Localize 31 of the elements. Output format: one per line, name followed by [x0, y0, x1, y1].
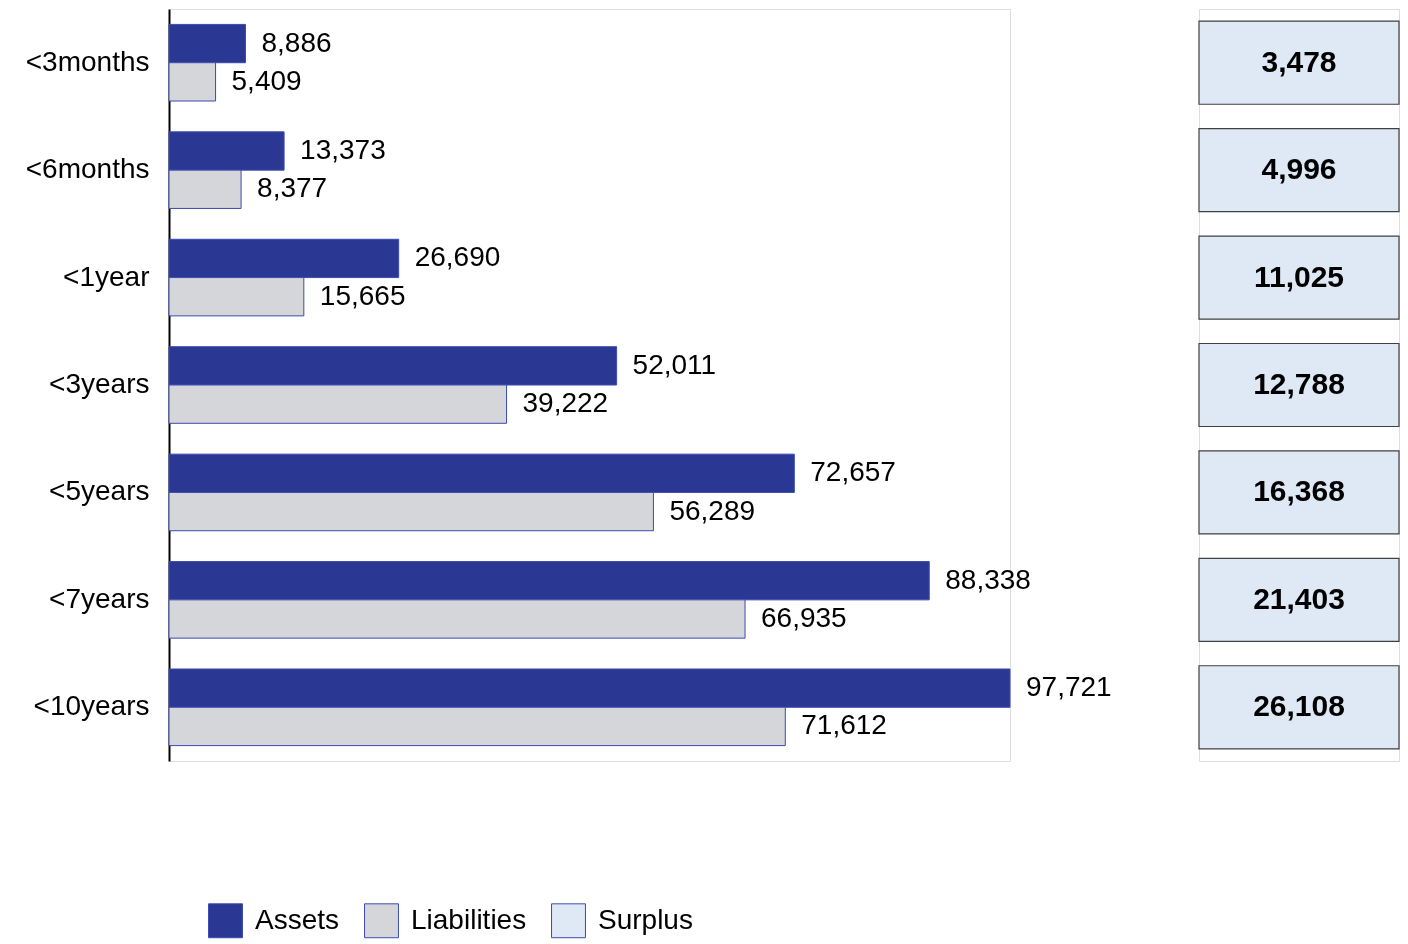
data-label: 8,886 [261, 26, 332, 58]
data-label: 4,996 [1261, 152, 1337, 186]
data-label: 26,108 [1253, 689, 1345, 723]
data-label: 12,788 [1253, 367, 1345, 400]
y-tick-label: <3years [49, 368, 150, 399]
data-label: 56,289 [669, 494, 756, 526]
legend-label: Assets [255, 903, 340, 935]
data-label: 52,011 [632, 348, 717, 380]
y-tick-label: <1year [63, 260, 150, 292]
y-tick-label: <5years [49, 475, 150, 507]
data-label: 5,409 [231, 64, 302, 96]
data-label: 71,612 [801, 709, 887, 741]
y-tick-label: <3months [25, 45, 150, 77]
data-label: 15,665 [319, 279, 406, 311]
data-label: 39,222 [522, 387, 609, 419]
data-label: 3,478 [1261, 44, 1337, 78]
y-tick-label: <6months [25, 153, 150, 185]
data-label: 26,690 [414, 241, 501, 273]
y-tick-label: <10years [33, 690, 150, 722]
data-label: 88,338 [945, 563, 1031, 595]
y-tick-label: <7years [49, 582, 150, 614]
legend-label: Liabilities [411, 903, 527, 935]
data-label: 13,373 [300, 133, 386, 165]
legend-label: Surplus [598, 903, 693, 935]
data-label: 66,935 [761, 602, 847, 634]
data-label: 97,721 [1026, 671, 1112, 703]
data-label: 72,657 [810, 456, 896, 488]
data-label: 21,403 [1253, 581, 1345, 615]
data-label: 16,368 [1253, 474, 1345, 508]
data-label: 8,377 [257, 172, 328, 204]
data-label: 11,025 [1253, 259, 1345, 293]
